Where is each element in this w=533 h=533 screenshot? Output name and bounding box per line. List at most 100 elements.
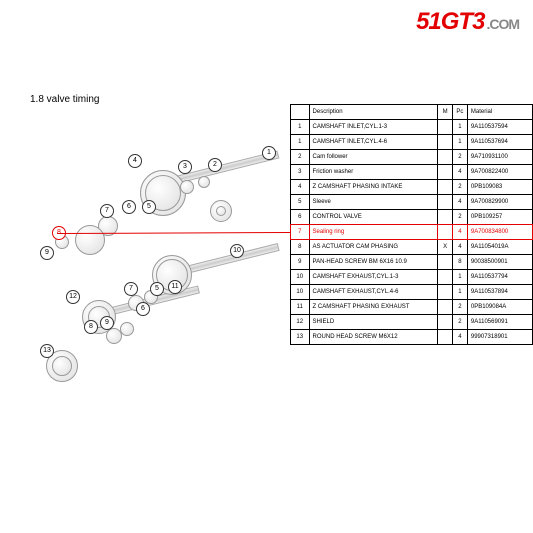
cell: 7: [291, 225, 310, 240]
cell: 4: [452, 240, 467, 255]
cell: Cam follower: [309, 150, 438, 165]
callout-5: 5: [142, 200, 156, 214]
cell: 3: [291, 165, 310, 180]
cell: 12: [291, 315, 310, 330]
cell: CAMSHAFT INLET,CYL.1-3: [309, 120, 438, 135]
cell: Friction washer: [309, 165, 438, 180]
table-row: 10CAMSHAFT EXHAUST,CYL.1-3 19A110537794: [291, 270, 533, 285]
part-shape: [180, 180, 194, 194]
callout-8: 8: [84, 320, 98, 334]
cell: [438, 165, 453, 180]
cell: 11: [291, 300, 310, 315]
callout-7: 7: [100, 204, 114, 218]
cell: 9: [291, 255, 310, 270]
part-shape: [216, 206, 226, 216]
callout-12: 12: [66, 290, 80, 304]
brand-logo: 51GT3.COM: [416, 8, 519, 36]
cell: PAN-HEAD SCREW BM 6X16 10.9: [309, 255, 438, 270]
cell: 90038500901: [467, 255, 532, 270]
logo-main: 51GT3: [416, 8, 484, 35]
cell: ROUND HEAD SCREW M6X12: [309, 330, 438, 345]
table-row: 11Z CAMSHAFT PHASING EXHAUST 20PB109084A: [291, 300, 533, 315]
cell: 8: [291, 240, 310, 255]
cell: [438, 300, 453, 315]
table-row: 4Z CAMSHAFT PHASING INTAKE20PB109083: [291, 180, 533, 195]
cell: 6: [291, 210, 310, 225]
part-shape: [120, 322, 134, 336]
cell: 4: [452, 225, 467, 240]
cell: Sleeve: [309, 195, 438, 210]
cell: 9A700834800: [467, 225, 532, 240]
cell: 2: [452, 315, 467, 330]
table-row: 6CONTROL VALVE20PB109257: [291, 210, 533, 225]
table-row: 1CAMSHAFT INLET,CYL.4-619A110537694: [291, 135, 533, 150]
cell: 99907318901: [467, 330, 532, 345]
cell: 9A710931100: [467, 150, 532, 165]
cell: 9A11054019A: [467, 240, 532, 255]
cell: 8: [452, 255, 467, 270]
cell: 4: [452, 165, 467, 180]
cell: 2: [452, 150, 467, 165]
cell: 4: [452, 195, 467, 210]
cell: [438, 270, 453, 285]
exploded-diagram: 1234567891011512798136: [40, 140, 270, 380]
part-shape: [52, 356, 72, 376]
col-material: Material: [467, 105, 532, 120]
callout-13: 13: [40, 344, 54, 358]
cell: CONTROL VALVE: [309, 210, 438, 225]
callout-6: 6: [122, 200, 136, 214]
cell: 1: [452, 135, 467, 150]
parts-table: Description M Pc Material 1CAMSHAFT INLE…: [290, 104, 533, 345]
cell: CAMSHAFT EXHAUST,CYL.1-3: [309, 270, 438, 285]
cell: CAMSHAFT EXHAUST,CYL.4-6: [309, 285, 438, 300]
cell: 9A700822400: [467, 165, 532, 180]
cell: 1: [291, 120, 310, 135]
callout-9: 9: [40, 246, 54, 260]
cell: 1: [452, 270, 467, 285]
cell: 9A110537794: [467, 270, 532, 285]
cell: [438, 180, 453, 195]
cell: 1: [291, 135, 310, 150]
cell: Z CAMSHAFT PHASING EXHAUST: [309, 300, 438, 315]
cell: 2: [452, 300, 467, 315]
cell: [438, 225, 453, 240]
cell: 1: [452, 120, 467, 135]
cell: [438, 285, 453, 300]
table-row: 2Cam follower29A710931100: [291, 150, 533, 165]
part-shape: [198, 176, 210, 188]
callout-9: 9: [100, 316, 114, 330]
callout-2: 2: [208, 158, 222, 172]
callout-1: 1: [262, 146, 276, 160]
table-row: 8AS ACTUATOR CAM PHASINGX49A11054019A: [291, 240, 533, 255]
table-row: 3Friction washer 49A700822400: [291, 165, 533, 180]
cell: 9A700829900: [467, 195, 532, 210]
cell: 9A110569091: [467, 315, 532, 330]
cell: SHIELD: [309, 315, 438, 330]
part-shape: [75, 225, 105, 255]
cell: CAMSHAFT INLET,CYL.4-6: [309, 135, 438, 150]
callout-6: 6: [136, 302, 150, 316]
cell: [438, 210, 453, 225]
table-row: 13ROUND HEAD SCREW M6X12499907318901: [291, 330, 533, 345]
cell: [438, 255, 453, 270]
cell: 4: [291, 180, 310, 195]
cell: [438, 330, 453, 345]
cell: 10: [291, 270, 310, 285]
cell: 0PB109084A: [467, 300, 532, 315]
table-row: 9PAN-HEAD SCREW BM 6X16 10.9 890038500901: [291, 255, 533, 270]
cell: [438, 150, 453, 165]
cell: 9A110537894: [467, 285, 532, 300]
logo-suffix: .COM: [486, 16, 519, 32]
cell: 0PB109257: [467, 210, 532, 225]
cell: [438, 135, 453, 150]
table-row: 1CAMSHAFT INLET,CYL.1-319A110537594: [291, 120, 533, 135]
cell: [438, 195, 453, 210]
callout-7: 7: [124, 282, 138, 296]
callout-4: 4: [128, 154, 142, 168]
table-row: 7Sealing ring49A700834800: [291, 225, 533, 240]
cell: [438, 120, 453, 135]
cell: 9A110537594: [467, 120, 532, 135]
callout-5: 5: [150, 282, 164, 296]
cell: 9A110537694: [467, 135, 532, 150]
cell: 2: [291, 150, 310, 165]
